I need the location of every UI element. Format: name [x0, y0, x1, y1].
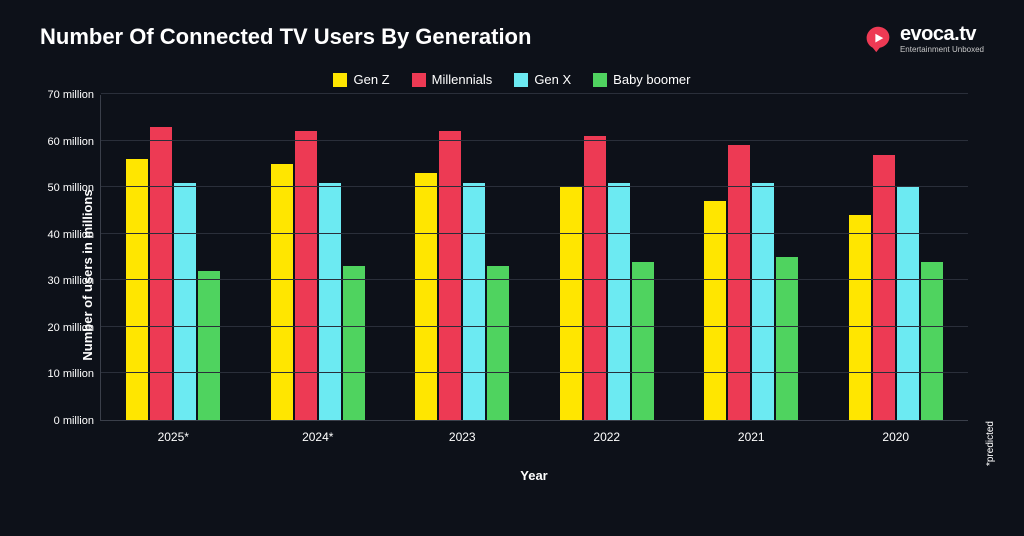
- x-tick: 2025*: [158, 430, 189, 444]
- x-tick: 2023: [449, 430, 476, 444]
- legend-swatch: [593, 73, 607, 87]
- grid-line: [101, 140, 968, 141]
- bar-genx: [608, 183, 630, 421]
- y-tick: 70 million: [32, 89, 94, 101]
- legend-label: Gen X: [534, 72, 571, 87]
- grid-line: [101, 233, 968, 234]
- legend-label: Baby boomer: [613, 72, 690, 87]
- bar-genz: [271, 164, 293, 420]
- x-tick: 2021: [738, 430, 765, 444]
- chart-area: Number of users in millions 0 million10 …: [100, 95, 968, 455]
- x-tick: 2022: [593, 430, 620, 444]
- legend: Gen Z Millennials Gen X Baby boomer: [0, 72, 1024, 87]
- legend-swatch: [514, 73, 528, 87]
- footnote: *predicted: [985, 421, 996, 466]
- grid-line: [101, 186, 968, 187]
- bar-group: 2022: [560, 136, 654, 420]
- bar-genx: [174, 183, 196, 421]
- bar-group: 2020: [849, 155, 943, 420]
- brand-logo: evoca.tv Entertainment Unboxed: [864, 24, 984, 54]
- y-tick: 10 million: [32, 368, 94, 380]
- y-axis: 0 million10 million20 million30 million4…: [32, 95, 94, 421]
- bar-boomer: [343, 266, 365, 420]
- bar-genx: [752, 183, 774, 421]
- bar-boomer: [487, 266, 509, 420]
- plot-area: 2025*2024*2023202220212020: [100, 95, 968, 421]
- legend-label: Millennials: [432, 72, 493, 87]
- bar-millennials: [584, 136, 606, 420]
- grid-line: [101, 326, 968, 327]
- y-tick: 40 million: [32, 229, 94, 241]
- x-tick: 2024*: [302, 430, 333, 444]
- brand-name: evoca.tv: [900, 24, 984, 44]
- brand-text: evoca.tv Entertainment Unboxed: [900, 24, 984, 54]
- bar-group: 2023: [415, 131, 509, 420]
- bar-genz: [126, 159, 148, 420]
- bar-group: 2025*: [126, 127, 220, 420]
- legend-item-genz: Gen Z: [333, 72, 389, 87]
- legend-item-genx: Gen X: [514, 72, 571, 87]
- bar-genx: [897, 187, 919, 420]
- y-tick: 20 million: [32, 322, 94, 334]
- brand-tagline: Entertainment Unboxed: [900, 46, 984, 54]
- legend-label: Gen Z: [353, 72, 389, 87]
- bar-genz: [415, 173, 437, 420]
- legend-swatch: [412, 73, 426, 87]
- y-tick: 0 million: [32, 415, 94, 427]
- bar-genz: [704, 201, 726, 420]
- bar-group: 2024*: [271, 131, 365, 420]
- bar-boomer: [632, 262, 654, 420]
- bar-millennials: [873, 155, 895, 420]
- grid-line: [101, 93, 968, 94]
- grid-line: [101, 279, 968, 280]
- bar-millennials: [295, 131, 317, 420]
- brand-play-icon: [864, 25, 892, 53]
- bar-genz: [560, 187, 582, 420]
- legend-item-millennials: Millennials: [412, 72, 493, 87]
- header: Number Of Connected TV Users By Generati…: [0, 0, 1024, 54]
- legend-swatch: [333, 73, 347, 87]
- bar-boomer: [198, 271, 220, 420]
- chart-title: Number Of Connected TV Users By Generati…: [40, 24, 531, 50]
- legend-item-boomer: Baby boomer: [593, 72, 690, 87]
- bar-millennials: [150, 127, 172, 420]
- bar-boomer: [776, 257, 798, 420]
- bar-genx: [319, 183, 341, 421]
- y-tick: 30 million: [32, 275, 94, 287]
- bar-genz: [849, 215, 871, 420]
- grid-line: [101, 372, 968, 373]
- y-tick: 50 million: [32, 182, 94, 194]
- x-tick: 2020: [882, 430, 909, 444]
- bar-boomer: [921, 262, 943, 420]
- bar-millennials: [439, 131, 461, 420]
- bar-genx: [463, 183, 485, 421]
- y-tick: 60 million: [32, 136, 94, 148]
- bar-groups: 2025*2024*2023202220212020: [101, 95, 968, 420]
- x-axis-label: Year: [520, 468, 547, 483]
